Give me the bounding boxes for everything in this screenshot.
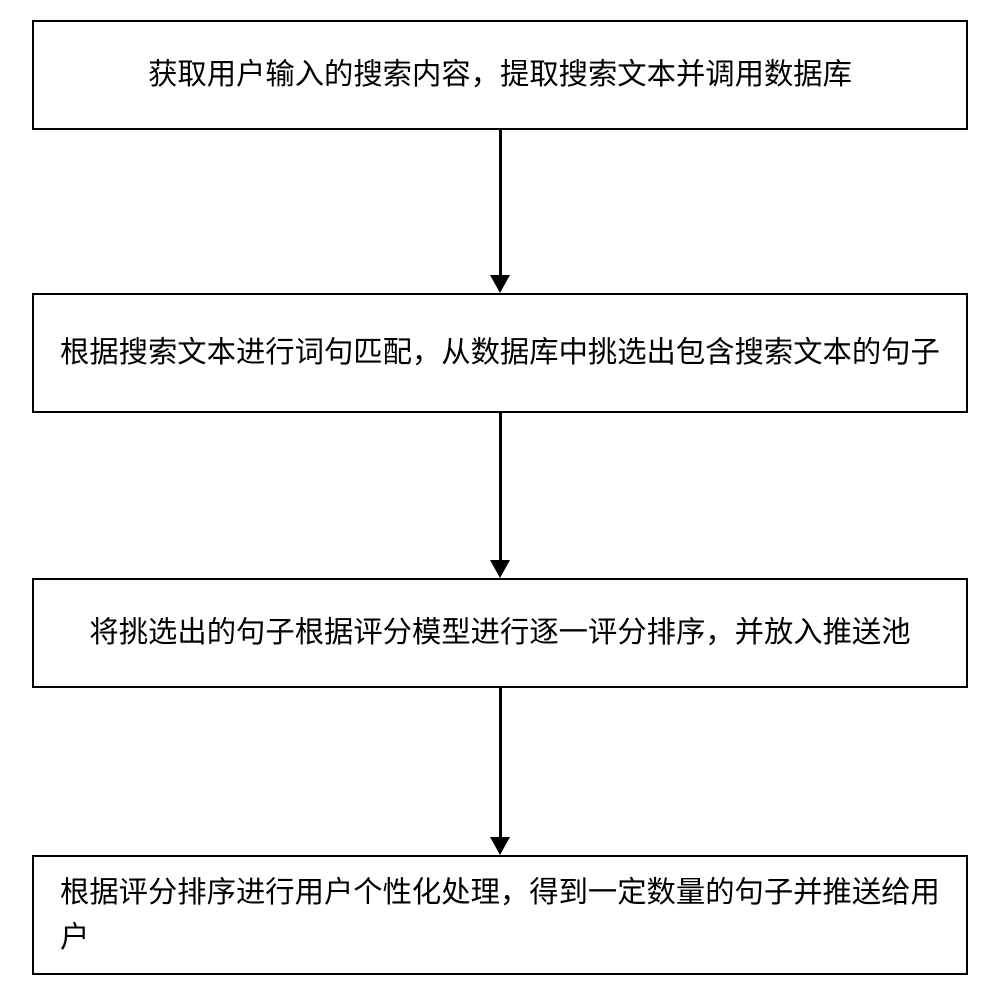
flow-node-2: 根据搜索文本进行词句匹配，从数据库中挑选出包含搜索文本的句子 bbox=[32, 293, 968, 413]
flow-node-4-text: 根据评分排序进行用户个性化处理，得到一定数量的句子并推送给用户 bbox=[60, 870, 940, 961]
flow-node-3-text: 将挑选出的句子根据评分模型进行逐一评分排序，并放入推送池 bbox=[89, 610, 910, 655]
arrow-line-2 bbox=[499, 413, 502, 560]
arrow-head-3 bbox=[490, 837, 510, 855]
flow-node-1: 获取用户输入的搜索内容，提取搜索文本并调用数据库 bbox=[32, 20, 968, 130]
arrow-line-1 bbox=[499, 130, 502, 275]
arrow-head-2 bbox=[490, 560, 510, 578]
flow-node-4: 根据评分排序进行用户个性化处理，得到一定数量的句子并推送给用户 bbox=[32, 855, 968, 975]
flow-node-1-text: 获取用户输入的搜索内容，提取搜索文本并调用数据库 bbox=[148, 52, 852, 97]
flow-node-2-text: 根据搜索文本进行词句匹配，从数据库中挑选出包含搜索文本的句子 bbox=[60, 330, 940, 375]
arrow-head-1 bbox=[490, 275, 510, 293]
flowchart-canvas: 获取用户输入的搜索内容，提取搜索文本并调用数据库 根据搜索文本进行词句匹配，从数… bbox=[0, 0, 1000, 998]
flow-node-3: 将挑选出的句子根据评分模型进行逐一评分排序，并放入推送池 bbox=[32, 578, 968, 688]
arrow-line-3 bbox=[499, 688, 502, 837]
